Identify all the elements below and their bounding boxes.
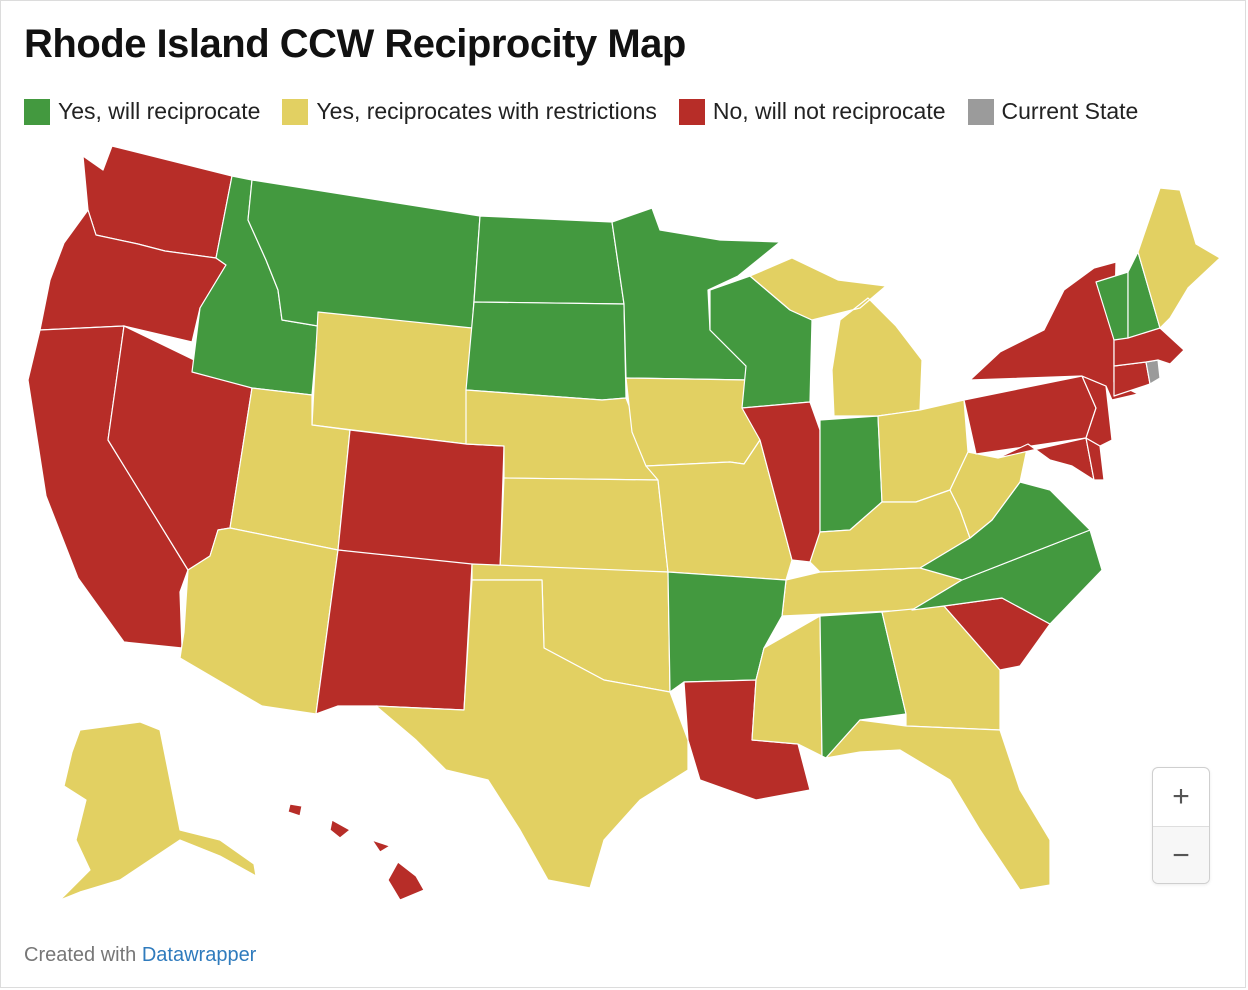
zoom-in-button[interactable]: + — [1172, 780, 1190, 813]
zoom-control: + − — [1152, 767, 1210, 884]
state-north-dakota[interactable] — [473, 215, 625, 305]
legend-item-yes: Yes, will reciprocate — [24, 98, 260, 125]
legend-swatch-yes — [24, 98, 50, 125]
state-wyoming[interactable] — [311, 311, 473, 445]
legend-item-restricted: Yes, reciprocates with restrictions — [282, 98, 657, 125]
legend-label-yes: Yes, will reciprocate — [58, 98, 261, 124]
legend-label-current: Current State — [1001, 98, 1139, 124]
state-colorado[interactable] — [337, 429, 505, 571]
map-title: Rhode Island CCW Reciprocity Map — [24, 22, 686, 66]
state-iowa[interactable] — [625, 377, 761, 467]
legend-swatch-current — [967, 98, 994, 125]
state-texas[interactable] — [375, 579, 689, 889]
state-hawaii[interactable] — [287, 803, 425, 901]
us-states-map[interactable] — [20, 140, 1230, 920]
footer-credit: Created with Datawrapper — [24, 944, 256, 967]
state-florida[interactable] — [825, 719, 1051, 891]
state-kansas[interactable] — [499, 477, 669, 573]
state-south-dakota[interactable] — [465, 301, 627, 401]
legend-label-restricted: Yes, reciprocates with restrictions — [316, 98, 657, 124]
legend-item-current: Current State — [967, 98, 1139, 125]
zoom-out-button[interactable]: − — [1153, 826, 1209, 883]
state-alaska[interactable] — [59, 721, 257, 901]
state-montana[interactable] — [247, 179, 481, 329]
legend-swatch-no — [678, 98, 705, 125]
state-maine[interactable] — [1137, 187, 1221, 329]
datawrapper-link[interactable]: Datawrapper — [141, 944, 257, 966]
state-new-mexico[interactable] — [315, 549, 473, 715]
legend-label-no: No, will not reciprocate — [712, 98, 946, 124]
legend-item-no: No, will not reciprocate — [678, 98, 946, 125]
legend-swatch-restricted — [282, 98, 309, 125]
legend: Yes, will reciprocate Yes, reciprocates … — [24, 98, 1160, 125]
footer-prefix: Created with — [24, 944, 142, 966]
